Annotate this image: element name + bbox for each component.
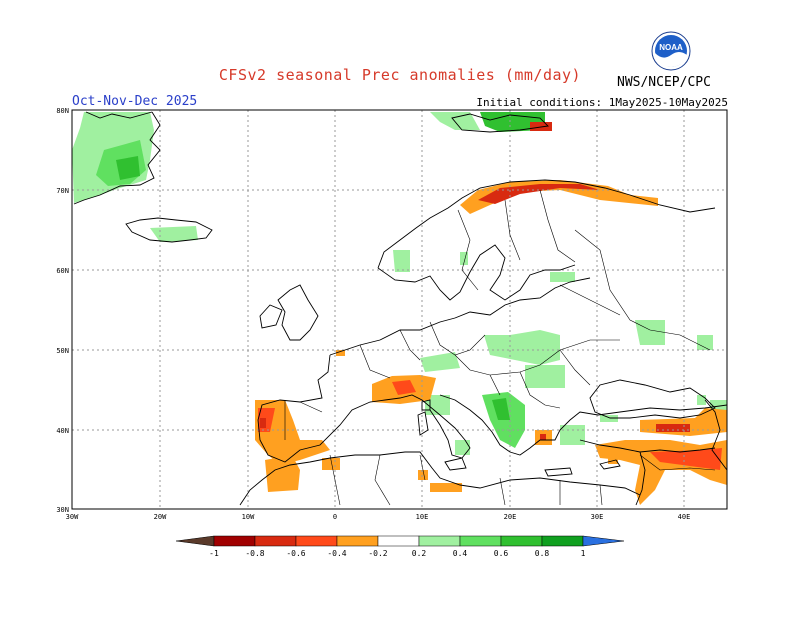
alps-wet-spot xyxy=(420,352,460,372)
lon-label-10e: 10E xyxy=(416,513,429,521)
adriatic-coast xyxy=(439,394,727,456)
lon-label-30e: 30E xyxy=(591,513,604,521)
latitude-labels: 80N 70N 60N 50N 40N 30N xyxy=(56,107,69,514)
russia-wet-spot xyxy=(550,272,575,282)
lat-label-40n: 40N xyxy=(56,427,69,435)
lon-label-0: 0 xyxy=(333,513,337,521)
colorbar-bin-02 xyxy=(418,535,461,547)
colorbar-label: -0.6 xyxy=(286,549,305,558)
aegean-wet-spot xyxy=(560,425,585,445)
sardinia-wet-spot xyxy=(425,395,450,415)
colorbar-high-arrow xyxy=(582,535,625,547)
black-sea-coast xyxy=(589,379,716,419)
svalbard-coast xyxy=(451,113,549,133)
colorbar-label: 0.8 xyxy=(535,549,550,558)
country-borders xyxy=(284,189,716,506)
caspian-coast xyxy=(704,399,727,471)
colorbar-bin-neutral xyxy=(377,535,420,547)
iceland-wet-area xyxy=(150,226,198,242)
urals-wet-spot xyxy=(697,335,713,350)
alps-dry-core xyxy=(392,380,416,395)
lon-label-40e: 40E xyxy=(678,513,691,521)
colorbar-low-arrow xyxy=(175,535,215,547)
turkey-coast xyxy=(579,439,716,506)
map-title: CFSv2 seasonal Prec anomalies (mm/day) xyxy=(218,66,582,84)
anatolia-dry-core xyxy=(656,424,690,432)
greenland-coast xyxy=(73,111,161,205)
scandinavia-dry-core xyxy=(478,184,600,204)
colorbar-bin-minus1 xyxy=(213,535,256,547)
colorbar-label: 0.6 xyxy=(494,549,509,558)
lat-label-50n: 50N xyxy=(56,347,69,355)
east-europe-wet-area xyxy=(525,365,565,388)
morocco-dry-area xyxy=(265,455,300,492)
anomaly-shading xyxy=(72,112,727,505)
longitude-labels: 30W 20W 10W 0 10E 20E 30E 40E xyxy=(66,513,691,521)
russia-east-wet-area xyxy=(635,320,665,345)
lon-label-20w: 20W xyxy=(154,513,167,521)
noaa-logo-text: NOAA xyxy=(659,43,683,52)
western-europe-coast xyxy=(257,317,471,463)
balkans-wet-core xyxy=(492,398,510,420)
colorbar-label: -0.8 xyxy=(245,549,264,558)
crete-coast xyxy=(544,467,573,477)
sicily-coast xyxy=(444,457,467,471)
norway-wet-spot xyxy=(393,250,410,272)
lat-label-60n: 60N xyxy=(56,267,69,275)
colorbar-bin-minus08 xyxy=(254,535,297,547)
france-dry-spot xyxy=(336,350,345,356)
lat-label-30n: 30N xyxy=(56,506,69,514)
iceland-coast xyxy=(125,217,213,243)
south-italy-wet-spot xyxy=(455,440,470,455)
levant-dry-core xyxy=(650,448,722,470)
greenland-wet-peak xyxy=(116,156,140,180)
iberia-dry-area xyxy=(255,400,330,465)
baltic-coast xyxy=(454,277,591,319)
initial-conditions: Initial conditions: 1May2025-10May2025 xyxy=(476,96,728,109)
lon-label-10w: 10W xyxy=(242,513,255,521)
border-lines xyxy=(284,189,716,506)
lon-label-20e: 20E xyxy=(504,513,517,521)
colorbar-bin-06 xyxy=(500,535,543,547)
colorbar-label: 0.4 xyxy=(453,549,468,558)
colorbar-label: -1 xyxy=(209,549,219,558)
greece-dry-core xyxy=(540,434,546,440)
colorbar-bin-minus04 xyxy=(336,535,379,547)
libya-dry-spot xyxy=(430,483,462,492)
colorbar: -1 -0.8 -0.6 -0.4 -0.2 0.2 0.4 0.6 0.8 1 xyxy=(175,535,625,558)
central-europe-wet-area xyxy=(484,330,560,365)
noaa-logo-icon: NOAA xyxy=(651,31,691,71)
colorbar-label: 1 xyxy=(581,549,586,558)
lon-label-30w: 30W xyxy=(66,513,79,521)
lat-label-80n: 80N xyxy=(56,107,69,115)
agency-label: NWS/NCEP/CPC xyxy=(617,75,711,90)
colorbar-bin-08 xyxy=(541,535,584,547)
cyprus-coast xyxy=(599,459,621,470)
lat-lon-grid xyxy=(72,110,727,509)
colorbar-label: -0.4 xyxy=(327,549,346,558)
colorbar-label: -0.2 xyxy=(368,549,387,558)
lat-label-70n: 70N xyxy=(56,187,69,195)
colorbar-bin-minus06 xyxy=(295,535,338,547)
iberia-dry-peak xyxy=(260,418,266,428)
sardinia-coast xyxy=(417,399,431,436)
colorbar-bin-04 xyxy=(459,535,502,547)
turkey-wet-spot xyxy=(600,415,618,422)
tunisia-dry-spot xyxy=(418,470,428,480)
colorbar-label: 0.2 xyxy=(412,549,427,558)
scandinavia-coast xyxy=(377,179,716,301)
forecast-period: Oct-Nov-Dec 2025 xyxy=(72,94,198,109)
svalbard-dry-spot xyxy=(530,122,552,131)
caucasus-wet-spot-2 xyxy=(697,395,706,405)
british-isles-coast xyxy=(259,284,319,341)
map-frame xyxy=(71,109,728,510)
